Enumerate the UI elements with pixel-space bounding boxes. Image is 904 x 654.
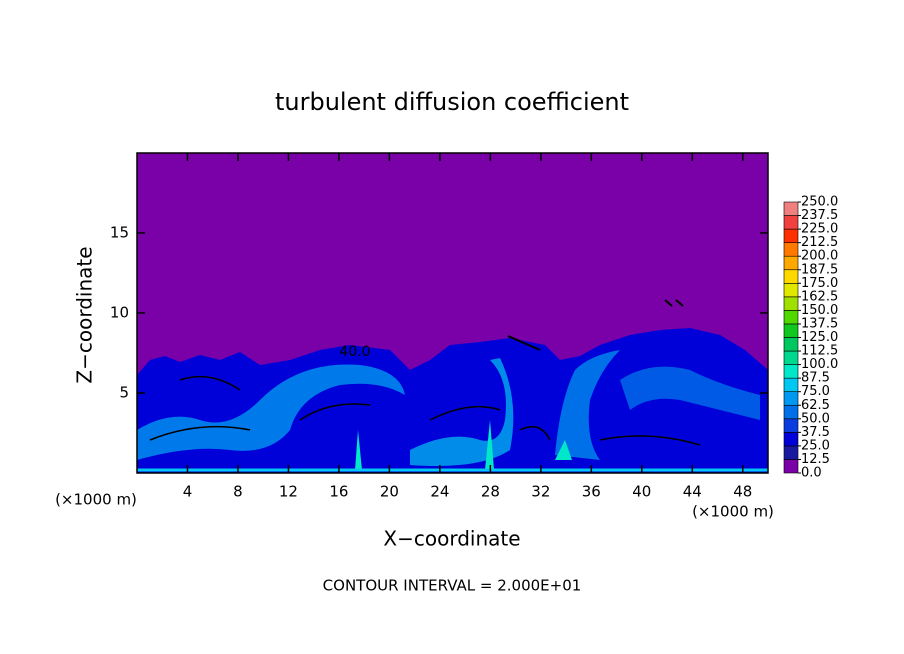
x-tick-label: 36 [582,483,601,501]
colorbar-label: 212.5 [801,235,838,250]
colorbar-label: 250.0 [801,195,838,210]
colorbar-bin [783,282,799,298]
colorbar-bin [783,350,799,365]
colorbar-label: 162.5 [801,289,838,304]
x-tick-label: 44 [683,483,702,501]
colorbar-bin [783,255,799,271]
x-axis-label: X−coordinate [383,527,520,551]
colorbar-bin [783,391,799,406]
chart-title: turbulent diffusion coefficient [275,88,629,116]
colorbar-label: 50.0 [801,411,830,426]
colorbar-bin [783,377,799,392]
colorbar-label: 25.0 [801,438,830,453]
colorbar-bin [783,404,799,420]
colorbar-label: 112.5 [801,344,838,359]
colorbar-label: 37.5 [801,425,830,440]
colorbar-bin [783,323,799,338]
x-tick-label: 4 [183,483,193,501]
colorbar-label: 225.0 [801,222,838,237]
x-tick-label: 24 [430,483,449,501]
colorbar-label: 125.0 [801,330,838,345]
colorbar-label: 175.0 [801,276,838,291]
colorbar-bin [783,310,799,325]
colorbar-label: 137.5 [801,316,838,331]
x-unit-label: (×1000 m) [692,503,774,521]
x-tick-label: 16 [329,483,348,501]
colorbar-label: 75.0 [801,384,830,399]
colorbar-bin [783,242,799,257]
contour-label: 40.0 [339,344,370,360]
x-tick-label: 28 [481,483,500,501]
colorbar-label: 100.0 [801,357,838,372]
x-tick-label: 32 [531,483,550,501]
contour-field [137,153,768,473]
y-tick-label: 10 [110,304,129,322]
x-tick-label: 20 [380,483,399,501]
x-tick-label: 40 [632,483,651,501]
colorbar-label: 87.5 [801,371,830,386]
x-tick-label: 8 [233,483,243,501]
colorbar-bin [783,432,799,447]
colorbar-bin [783,337,799,352]
colorbar-label: 12.5 [801,452,830,467]
colorbar-bin [783,445,799,460]
y-tick-label: 15 [110,224,129,242]
colorbar-bin [783,459,799,474]
colorbar-bin [783,364,799,379]
colorbar-bin [783,418,799,433]
y-axis-label: Z−coordinate [73,246,97,383]
colorbar-label: 0.0 [801,466,822,481]
colorbar-bin [783,215,799,230]
colorbar-bin [783,269,799,284]
y-tick-label: 5 [119,384,129,402]
footer-note: CONTOUR INTERVAL = 2.000E+01 [323,577,582,595]
colorbar-label: 200.0 [801,249,838,264]
x-tick-label: 12 [279,483,298,501]
x-tick-label: 48 [733,483,752,501]
colorbar-bin [783,201,799,216]
colorbar-bin [783,228,799,243]
colorbar-label: 237.5 [801,208,838,223]
colorbar-bin [783,296,799,311]
colorbar-label: 62.5 [801,398,830,413]
colorbar-label: 187.5 [801,262,838,277]
y-unit-label: (×1000 m) [55,491,137,509]
colorbar-label: 150.0 [801,303,838,318]
